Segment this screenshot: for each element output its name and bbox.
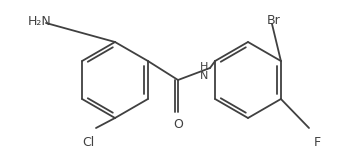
Text: F: F [314, 136, 321, 149]
Text: Br: Br [267, 14, 281, 27]
Text: Cl: Cl [82, 136, 94, 149]
Text: H₂N: H₂N [28, 15, 52, 28]
Text: O: O [173, 118, 183, 131]
Text: H
N: H N [200, 62, 208, 81]
